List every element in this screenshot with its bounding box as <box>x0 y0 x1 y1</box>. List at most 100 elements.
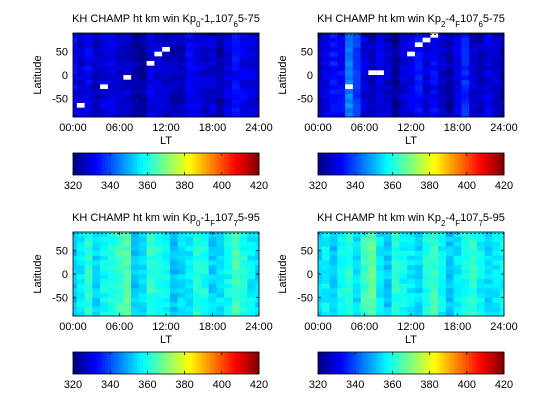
heatmap-cell <box>352 56 362 62</box>
heatmap-cell <box>247 274 256 280</box>
heatmap-cell <box>360 103 369 109</box>
colorbar-segment <box>408 352 412 374</box>
heatmap-cell <box>76 260 86 266</box>
heatmap-cell <box>368 250 377 256</box>
title-part: 6 <box>478 20 483 29</box>
x-tick-label: 06:00 <box>351 122 379 134</box>
heatmap-cell <box>461 107 470 113</box>
heatmap-cell <box>185 89 194 95</box>
heatmap-cell <box>76 42 86 48</box>
heatmap-cell <box>461 56 470 62</box>
colorbar-segment <box>501 153 505 175</box>
heatmap-cell <box>430 264 439 270</box>
heatmap-cell <box>169 93 179 99</box>
heatmap-cell <box>84 278 93 284</box>
heatmap-cell <box>368 288 377 294</box>
heatmap-cell <box>73 260 78 266</box>
colorbar-segment <box>134 153 138 175</box>
heatmap-cell <box>352 79 362 85</box>
heatmap-cell <box>138 269 148 275</box>
heatmap-cell <box>352 250 362 256</box>
colorbar-segment <box>376 153 380 175</box>
heatmap-cell <box>414 274 424 280</box>
heatmap-cell <box>484 56 493 62</box>
heatmap-cell <box>208 260 217 266</box>
heatmap-cell <box>247 56 256 62</box>
heatmap-cell <box>255 232 260 238</box>
heatmap-cell <box>146 297 155 303</box>
heatmap-cell <box>360 269 369 275</box>
heatmap-cell <box>84 302 93 308</box>
heatmap-cell <box>360 98 369 104</box>
heatmap-cell <box>107 47 117 53</box>
heatmap-cell <box>216 89 225 95</box>
heatmap-cell <box>185 112 194 118</box>
heatmap-cell <box>100 61 109 67</box>
heatmap-cell <box>414 250 424 256</box>
heatmap-cell <box>92 112 101 118</box>
colorbar-segment <box>78 352 83 374</box>
heatmap-cell <box>360 107 369 113</box>
heatmap-cell <box>185 269 194 275</box>
y-tick-label: 50 <box>56 246 68 258</box>
heatmap-cell <box>414 283 424 289</box>
heatmap-cell <box>255 311 260 317</box>
heatmap-cell <box>445 79 455 85</box>
heatmap-cell <box>131 306 140 312</box>
heatmap-cell <box>138 75 148 81</box>
heatmap-cell <box>329 79 338 85</box>
heatmap-cell <box>131 255 140 261</box>
heatmap-cell <box>115 93 124 99</box>
heatmap-cell <box>345 47 354 53</box>
heatmap-cell <box>500 89 505 95</box>
heatmap-cell <box>185 56 194 62</box>
y-axis-label: Latitude <box>32 55 44 94</box>
heatmap-cell <box>169 283 179 289</box>
heatmap-cell <box>84 241 93 247</box>
heatmap-cell <box>177 232 186 238</box>
heatmap-cell <box>208 65 217 71</box>
heatmap-cell <box>383 236 393 242</box>
heatmap-cell <box>383 42 393 48</box>
heatmap-cell <box>329 288 338 294</box>
heatmap-cell <box>345 61 354 67</box>
heatmap-cell <box>115 250 124 256</box>
heatmap-cell <box>131 61 140 67</box>
y-ticks: 500-50 <box>297 47 504 105</box>
colorbar-segment <box>218 153 222 175</box>
heatmap-cell <box>146 107 155 113</box>
heatmap-cell <box>321 302 331 308</box>
heatmap-cell <box>329 311 338 317</box>
heatmap-cell <box>414 255 424 261</box>
heatmap-cell <box>484 61 493 67</box>
heatmap-cell <box>445 42 455 48</box>
heatmap-cell <box>216 107 225 113</box>
heatmap-cell <box>399 61 408 67</box>
heatmap-cell <box>208 98 217 104</box>
heatmap-cell <box>337 232 346 238</box>
colorbar-segment <box>151 153 155 175</box>
y-axis-label: Latitude <box>32 254 44 293</box>
colorbar-segment <box>238 153 243 175</box>
heatmap-cell <box>146 264 155 270</box>
heatmap-cell <box>376 37 385 43</box>
colorbar-segment <box>78 153 83 175</box>
heatmap-cell <box>208 264 217 270</box>
heatmap-cell <box>399 51 408 57</box>
heatmap-cell <box>476 70 486 76</box>
heatmap-cell <box>247 107 256 113</box>
heatmap-cell <box>337 84 346 90</box>
heatmap-cell <box>123 302 132 308</box>
heatmap-cell <box>146 33 155 39</box>
heatmap-cell <box>162 255 171 261</box>
heatmap-cell <box>399 47 408 53</box>
heatmap-cell <box>391 283 400 289</box>
heatmap-cell <box>169 278 179 284</box>
heatmap-cell <box>107 61 117 67</box>
heatmap-cell <box>453 65 462 71</box>
heatmap-cell <box>193 274 202 280</box>
heatmap-cell <box>131 89 140 95</box>
heatmap-cell <box>430 61 439 67</box>
heatmap-cell <box>247 89 256 95</box>
heatmap-cell <box>376 260 385 266</box>
